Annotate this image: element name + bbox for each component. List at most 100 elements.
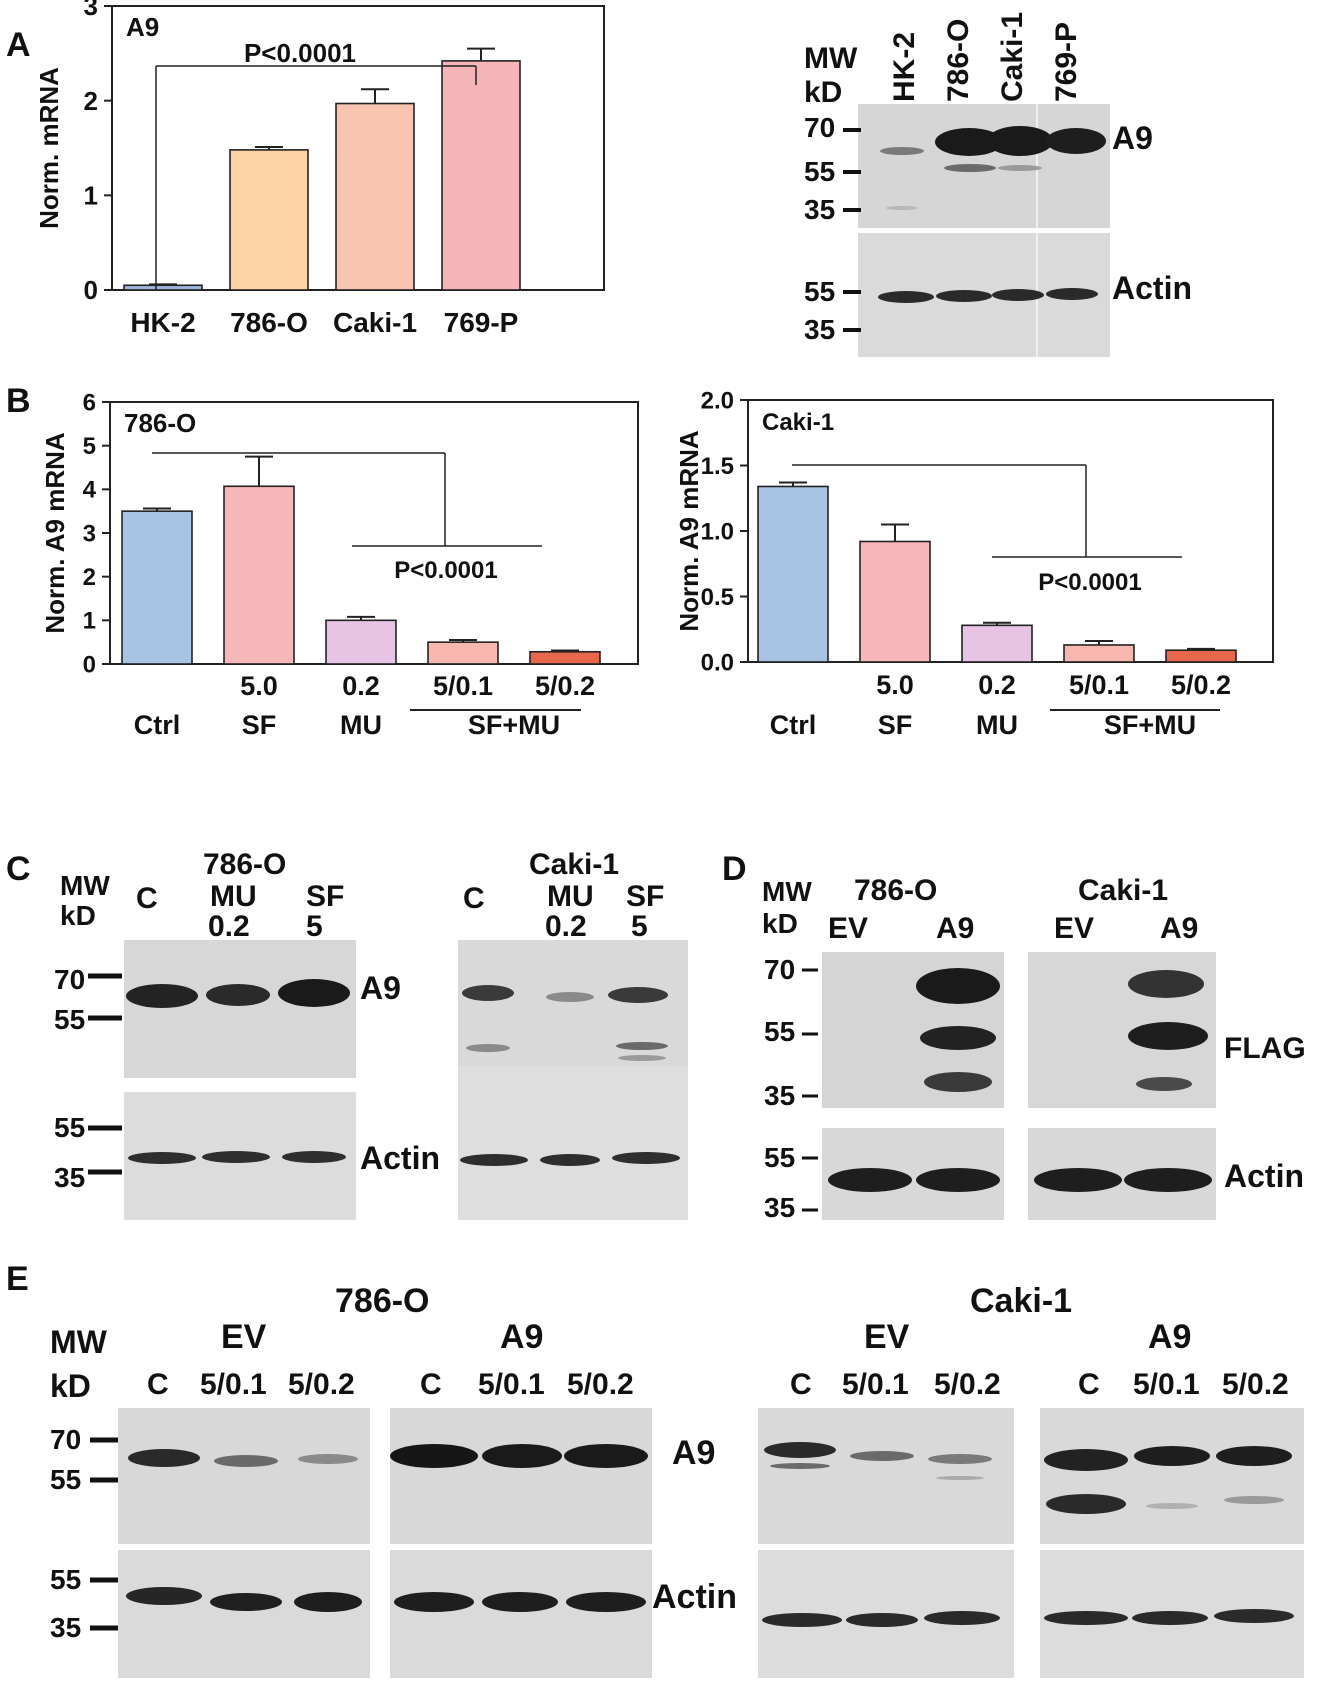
x-tick-label: 5/0.1 [433,671,493,701]
marker-35: 35 [54,1162,86,1193]
blot-e-786o-ev-bottom-image [118,1550,370,1678]
p-value-annotation: P<0.0001 [1038,569,1141,596]
lane-label-sf: SF [306,880,345,913]
lane-label-sf: SF [626,880,665,913]
band-label-a9: A9 [360,970,401,1006]
bar [859,540,931,663]
lane-label-5-0.2: 5/0.2 [934,1368,1001,1401]
bar [441,60,521,291]
lane-label-control: C [1078,1368,1100,1401]
y-axis-label: Norm. mRNA [34,67,64,229]
blot-d-786o-top-image [822,952,1004,1108]
marker-ticks [843,128,861,332]
bar [335,102,415,291]
panel-letter-d: D [722,850,747,888]
chart-a-bar-chart: 0 1 2 3 Norm. mRNA A9 HK-2 786-O Caki-1 769-P P<0.… [34,0,605,338]
marker-55: 55 [50,1464,82,1495]
marker-70: 70 [764,954,796,985]
x-group-label: SF+MU [468,710,560,740]
lane-label-a9: A9 [1160,912,1199,945]
panel-letter-e: E [6,1260,29,1298]
panel-letter-c: C [6,850,31,888]
group-label-ev: EV [864,1318,910,1356]
blot-e-caki1-a9-top-image [1040,1408,1304,1544]
y-tick-label: 3 [83,520,96,547]
blot-c-786o-top-image [124,940,356,1078]
kd-label: kD [762,908,798,939]
y-tick-label: 4 [83,477,97,504]
marker-35: 35 [50,1612,82,1643]
lane-label-sf-dose: 5 [306,910,323,943]
mw-label: MW [804,42,858,75]
marker-55: 55 [50,1564,82,1595]
bar [229,149,309,291]
x-group-label: SF [878,710,913,740]
chart-b-caki1-bar-chart: 0.0 0.5 1.0 1.5 2.0 Norm. A9 mRNA Caki-1 5.0 0.2… [674,387,1274,740]
y-tick-label: 2 [84,86,98,116]
panel-letter-b: B [6,382,31,420]
bar [325,619,397,665]
mw-label: MW [50,1324,107,1360]
group-label-a9: A9 [500,1318,544,1356]
lane-label-mu: MU [547,880,594,913]
blot-e-caki1-ev-top-image [758,1408,1014,1544]
band-label-actin: Actin [1224,1158,1304,1194]
mw-label: MW [60,870,110,901]
bar [123,284,203,291]
blot-e-786o-a9-top-image [390,1408,652,1544]
lane-label-sf-dose: 5 [631,910,648,943]
lane-label-hk2: HK-2 [888,31,921,102]
x-tick-label: 786-O [230,307,308,338]
blot-e-caki1-a9-bottom-image [1040,1550,1304,1678]
blot-c-caki1-top-image [458,940,688,1078]
blot-e-786o-ev-top-image [118,1408,370,1544]
y-tick-label: 6 [83,389,96,416]
band-label-a9: A9 [672,1434,716,1472]
chart-title: Caki-1 [762,409,834,436]
lane-label-ev: EV [828,912,869,945]
lane-label-control: C [147,1368,169,1401]
lane-label-769p: 769-P [1050,21,1083,102]
y-tick-label: 1.0 [701,518,734,545]
x-tick-label: 769-P [444,307,519,338]
marker-55: 55 [764,1142,796,1173]
x-group-label: MU [340,710,382,740]
y-tick-label: 2.0 [701,387,734,414]
marker-ticks [90,1437,118,1631]
x-tick-label: Caki-1 [333,307,417,338]
x-tick-label: 5/0.2 [535,671,595,701]
blot-c-caki1-bottom-image [458,1066,688,1220]
marker-35: 35 [764,1192,796,1223]
marker-55: 55 [54,1004,86,1035]
blot-a-bottom-image [858,233,1110,357]
marker-35: 35 [804,314,836,345]
y-tick-label: 0.5 [701,584,734,611]
marker-55: 55 [54,1112,86,1143]
lane-label-mu: MU [210,880,257,913]
lane-label-ev: EV [1054,912,1095,945]
chart-title: A9 [126,12,159,42]
band-label-actin: Actin [360,1140,440,1176]
x-group-label: MU [976,710,1018,740]
band-label-actin: Actin [652,1578,737,1616]
cell-line-title-caki1: Caki-1 [970,1282,1073,1320]
marker-35: 35 [764,1080,796,1111]
bar [223,485,295,665]
y-tick-label: 1 [83,608,96,635]
x-tick-label: 0.2 [342,671,380,701]
blot-c-786o-bottom-image [124,1092,356,1220]
cell-line-title-caki1: Caki-1 [529,848,620,881]
marker-70: 70 [54,964,86,995]
lane-label-mu-dose: 0.2 [208,910,250,943]
x-tick-label: 5/0.1 [1069,670,1129,700]
lane-label-5-0.1: 5/0.1 [842,1368,909,1401]
marker-35: 35 [804,194,836,225]
y-axis-label: Norm. A9 mRNA [40,432,70,634]
marker-55: 55 [764,1016,796,1047]
bar [529,650,601,665]
p-value-annotation: P<0.0001 [394,557,497,584]
x-group-label: Ctrl [770,710,817,740]
cell-line-title-786o: 786-O [335,1282,430,1320]
y-axis-label: Norm. A9 mRNA [674,430,704,632]
band-label-flag: FLAG [1224,1032,1306,1065]
